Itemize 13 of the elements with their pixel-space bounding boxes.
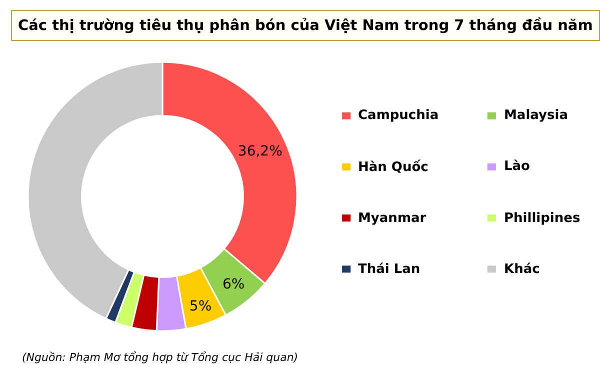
data-label: 5%: [189, 298, 212, 314]
legend-label: Myanmar: [358, 211, 427, 226]
data-label: 36,2%: [238, 143, 282, 160]
legend-label: Khác: [504, 262, 540, 277]
legend-label: Malaysia: [504, 108, 568, 123]
chart-title: Các thị trường tiêu thụ phân bón của Việt Nam trong 7 tháng đầu năm: [18, 17, 593, 34]
legend-label: Phillipines: [504, 211, 580, 226]
text: (Nguồn: Phạm Mơ tổng hợp từ Tổng cục Hải quan): [22, 351, 298, 364]
data-label: 6%: [222, 276, 245, 293]
legend-label: Hàn Quốc: [358, 159, 428, 175]
legend-label: Thái Lan: [358, 262, 420, 277]
legend-label: Campuchia: [358, 108, 439, 123]
legend-label: Lào: [504, 159, 530, 174]
